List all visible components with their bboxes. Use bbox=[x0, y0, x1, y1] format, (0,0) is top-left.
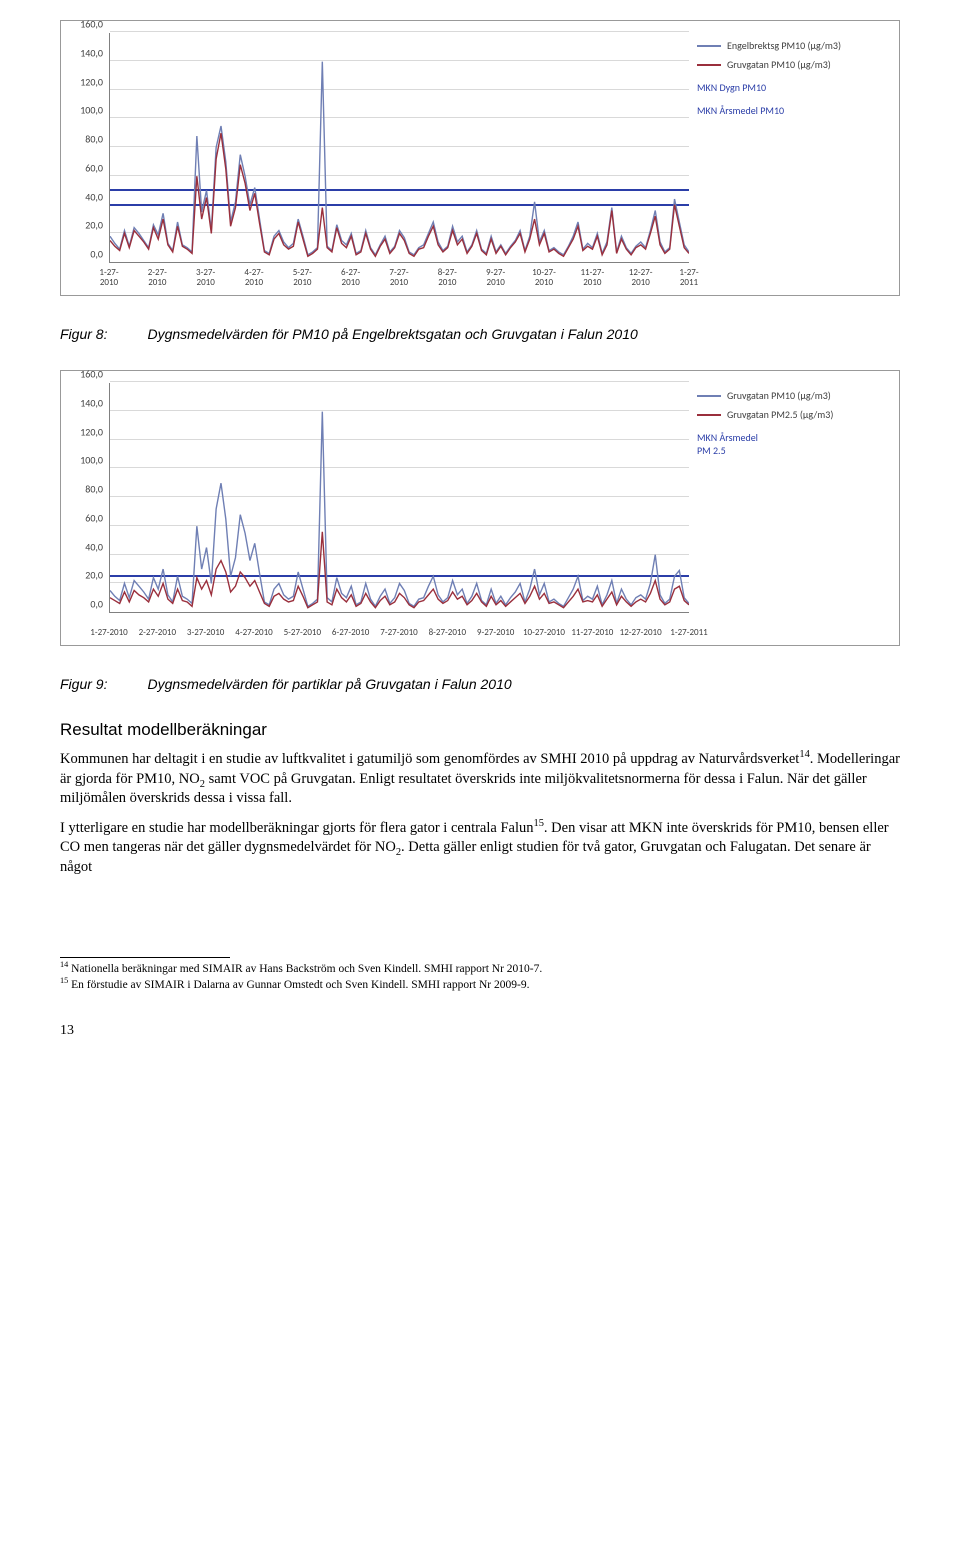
paragraph-1: Kommunen har deltagit i en studie av luf… bbox=[60, 750, 900, 809]
body-paragraphs: Kommunen har deltagit i en studie av luf… bbox=[60, 750, 900, 877]
figure-9-text: Dygnsmedelvärden för partiklar på Gruvga… bbox=[147, 676, 511, 692]
chart-1-pm10-engelbrekt-gruvgatan: 0,020,040,060,080,0100,0120,0140,0160,01… bbox=[60, 20, 900, 296]
figure-8-label: Figur 8: bbox=[60, 326, 107, 342]
page-number: 13 bbox=[60, 1023, 900, 1039]
footnote-14: 14 Nationella beräkningar med SIMAIR av … bbox=[60, 962, 900, 978]
chart-2-plot: 0,020,040,060,080,0100,0120,0140,0160,01… bbox=[73, 383, 689, 637]
figure-8-caption: Figur 8: Dygnsmedelvärden för PM10 på En… bbox=[60, 326, 900, 342]
figure-9-caption: Figur 9: Dygnsmedelvärden för partiklar … bbox=[60, 676, 900, 692]
chart-2-legend: Gruvgatan PM10 (µg/m3)Gruvgatan PM2.5 (µ… bbox=[697, 383, 887, 637]
chart-1-legend: Engelbrektsg PM10 (µg/m3)Gruvgatan PM10 … bbox=[697, 33, 887, 287]
chart-2-gruvgatan-pm10-pm25: 0,020,040,060,080,0100,0120,0140,0160,01… bbox=[60, 370, 900, 646]
figure-9-label: Figur 9: bbox=[60, 676, 107, 692]
footnotes: 14 Nationella beräkningar med SIMAIR av … bbox=[60, 962, 900, 993]
paragraph-2: I ytterligare en studie har modellberäkn… bbox=[60, 819, 900, 878]
section-heading-resultat: Resultat modellberäkningar bbox=[60, 720, 900, 740]
chart-1-plot: 0,020,040,060,080,0100,0120,0140,0160,01… bbox=[73, 33, 689, 287]
footnote-15: 15 En förstudie av SIMAIR i Dalarna av G… bbox=[60, 978, 900, 994]
footnote-separator bbox=[60, 957, 230, 958]
figure-8-text: Dygnsmedelvärden för PM10 på Engelbrekts… bbox=[147, 326, 637, 342]
